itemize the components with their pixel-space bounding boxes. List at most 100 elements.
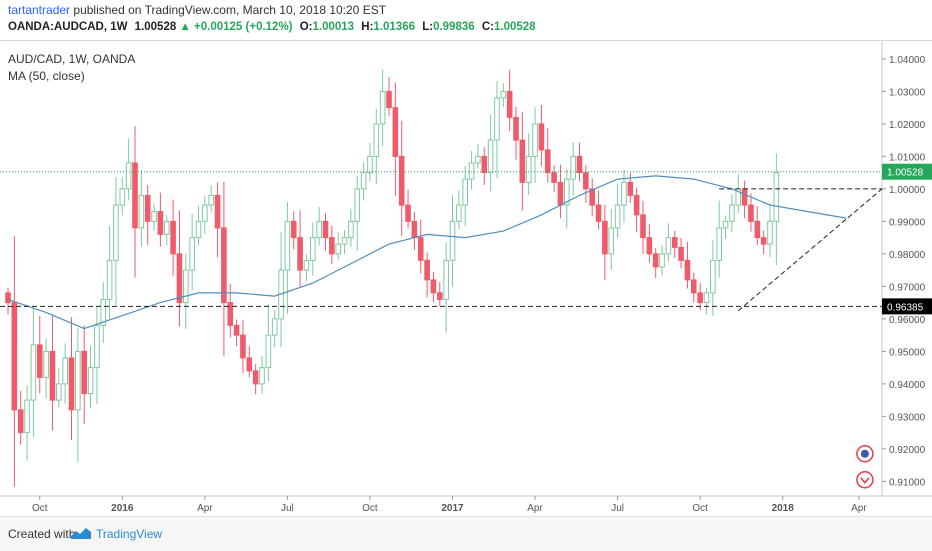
x-tick-label: Apr bbox=[851, 503, 867, 514]
y-tick-label: 0.99000 bbox=[889, 217, 926, 228]
candle-body bbox=[398, 155, 405, 206]
candle-body bbox=[62, 357, 68, 385]
candle-body bbox=[227, 302, 234, 326]
candle-body bbox=[627, 181, 634, 196]
quote-line: OANDA:AUDCAD, 1W 1.00528 ▲ +0.00125 (+0.… bbox=[8, 21, 536, 33]
candle-body bbox=[475, 155, 481, 164]
candle-body bbox=[500, 90, 507, 99]
candle-body bbox=[157, 211, 164, 235]
candle-body bbox=[570, 155, 576, 180]
candle-body bbox=[767, 220, 773, 245]
candle-body bbox=[68, 357, 75, 411]
candle-body bbox=[671, 237, 678, 248]
x-tick-label: Apr bbox=[197, 503, 213, 514]
last-price: 1.00528 bbox=[134, 21, 177, 33]
publish-header: tartantrader published on TradingView.co… bbox=[0, 0, 932, 40]
moving-average-line bbox=[7, 175, 847, 330]
candle-body bbox=[417, 237, 424, 261]
candle-body bbox=[113, 204, 119, 261]
candle-body bbox=[11, 302, 18, 411]
candle-body bbox=[551, 172, 557, 183]
candle-body bbox=[411, 220, 418, 239]
y-tick-label: 0.92000 bbox=[889, 445, 926, 456]
candle-body bbox=[608, 227, 615, 255]
candle-body bbox=[367, 155, 373, 174]
candle-body bbox=[684, 259, 691, 281]
published-text: published on TradingView.com, March 10, … bbox=[73, 3, 387, 17]
candle-body bbox=[119, 188, 126, 206]
candle-body bbox=[481, 155, 488, 174]
candle-body bbox=[532, 123, 538, 157]
chart-area[interactable]: 1.04000 1.03000 1.02000 1.01000 1.00000 0.990… bbox=[0, 40, 932, 517]
candle-body bbox=[36, 344, 43, 378]
candle-body bbox=[335, 243, 341, 255]
candle-body bbox=[214, 194, 221, 229]
candle-body bbox=[17, 409, 24, 434]
candle-body bbox=[659, 253, 665, 268]
candle-body bbox=[81, 350, 88, 395]
price-change: +0.00125 (+0.12%) bbox=[194, 21, 293, 33]
support-price-tag bbox=[882, 298, 932, 315]
candle-body bbox=[538, 123, 545, 151]
candle-body bbox=[525, 155, 532, 183]
candle-body bbox=[519, 139, 526, 183]
low-label: L: bbox=[422, 21, 434, 33]
low-value: 0.99836 bbox=[433, 21, 475, 33]
candle-body bbox=[170, 220, 176, 255]
candle-body bbox=[621, 181, 627, 206]
candle-body bbox=[297, 237, 303, 271]
candle-body bbox=[290, 220, 297, 239]
author-link[interactable]: tartantrader bbox=[8, 3, 71, 17]
candle-body bbox=[259, 367, 265, 385]
candle-body bbox=[729, 204, 735, 222]
candle-body bbox=[221, 227, 227, 304]
y-tick-label: 0.93000 bbox=[889, 412, 926, 423]
high-value: 1.01366 bbox=[373, 21, 415, 33]
candle-body bbox=[43, 350, 49, 378]
candle-body bbox=[640, 214, 646, 239]
candle-body bbox=[329, 237, 335, 255]
candle-body bbox=[75, 350, 81, 411]
y-tick-label: 0.98000 bbox=[889, 250, 926, 261]
y-tick-label: 0.94000 bbox=[889, 380, 926, 391]
candle-body bbox=[678, 246, 684, 261]
candle-body bbox=[557, 181, 564, 206]
x-tick-label: 2017 bbox=[441, 503, 464, 514]
chart-legend-indicator[interactable]: MA (50, close) bbox=[8, 69, 85, 83]
candlestick-chart[interactable]: 1.04000 1.03000 1.02000 1.01000 1.00000 0.990… bbox=[0, 41, 932, 517]
candle-body bbox=[722, 220, 729, 229]
candle-body bbox=[163, 220, 170, 235]
x-tick-label: Jul bbox=[281, 503, 294, 514]
candle-body bbox=[595, 204, 602, 222]
tradingview-brand-link[interactable]: TradingView bbox=[96, 527, 163, 541]
y-tick-label: 0.91000 bbox=[889, 477, 926, 488]
x-tick-label: Oct bbox=[692, 503, 708, 514]
y-tick-label: 1.02000 bbox=[889, 120, 926, 131]
event-flag-dot-icon bbox=[860, 449, 869, 458]
y-tick-label: 1.04000 bbox=[889, 55, 926, 66]
candle-body bbox=[487, 139, 494, 174]
candle-body bbox=[544, 149, 551, 174]
symbol-label: OANDA:AUDCAD, 1W bbox=[8, 21, 128, 33]
close-label: C: bbox=[481, 21, 494, 33]
candle-body bbox=[183, 269, 189, 304]
candle-body bbox=[614, 204, 621, 229]
candle-body bbox=[208, 194, 214, 206]
open-value: 1.00013 bbox=[312, 21, 355, 33]
ascending-trendline bbox=[737, 188, 883, 312]
y-tick-label: 1.01000 bbox=[889, 152, 926, 163]
candle-body bbox=[646, 237, 653, 255]
candle-body bbox=[760, 237, 767, 245]
x-tick-label: Jul bbox=[611, 503, 624, 514]
candle-body bbox=[424, 259, 430, 281]
candle-body bbox=[710, 259, 716, 294]
candle-body bbox=[741, 188, 748, 206]
candle-body bbox=[748, 204, 754, 222]
candle-body bbox=[468, 162, 475, 180]
open-label: O: bbox=[299, 21, 313, 33]
y-tick-label: 1.03000 bbox=[889, 87, 926, 98]
y-tick-label: 0.96000 bbox=[889, 315, 926, 326]
candle-body bbox=[462, 178, 468, 206]
candle-body bbox=[246, 357, 253, 372]
chart-legend-title: AUD/CAD, 1W, OANDA bbox=[8, 52, 136, 66]
